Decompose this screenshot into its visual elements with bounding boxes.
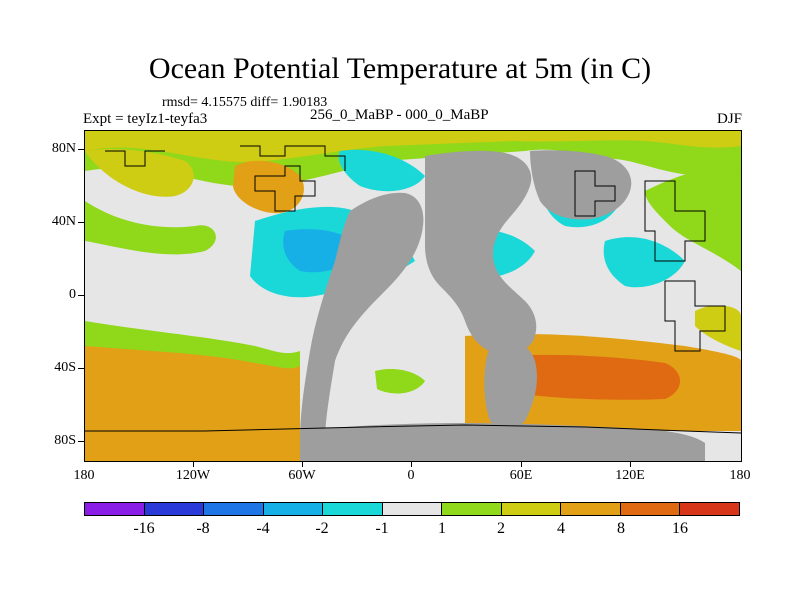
north-cyan: [338, 149, 425, 192]
x-tick-label-120e: 120E: [615, 468, 645, 483]
y-tick-label-40n: 40N: [51, 214, 76, 229]
x-tick-label-0: 0: [407, 468, 415, 483]
indian-ocean-dark-orange: [499, 354, 680, 400]
colorbar-segment: [680, 503, 740, 515]
north-atlantic-orange: [233, 160, 304, 214]
y-tick-mark: [78, 222, 84, 223]
colorbar-segment: [85, 503, 145, 515]
colorbar-segment: [323, 503, 383, 515]
temperature-map: [84, 130, 742, 462]
colorbar-label-neg8: -8: [196, 520, 210, 537]
colorbar: [84, 502, 740, 516]
map-svg: [85, 131, 741, 461]
colorbar-label-neg1: -1: [375, 520, 389, 537]
coastline-outline: [85, 145, 741, 434]
x-tick-mark: [630, 461, 631, 467]
y-tick-label-0: 0: [69, 287, 76, 302]
season-label: DJF: [716, 111, 742, 127]
colorbar-segment: [561, 503, 621, 515]
colorbar-label-16: 16: [672, 520, 688, 537]
x-tick-mark: [193, 461, 194, 467]
land-mass-south: [300, 423, 705, 461]
land-mass-africa: [484, 331, 537, 429]
x-tick-mark: [302, 461, 303, 467]
x-tick-label-180e: 180: [729, 468, 751, 483]
south-orange-band: [85, 346, 300, 461]
colorbar-segment: [501, 503, 562, 515]
colorbar-segment: [442, 503, 502, 515]
colorbar-segment: [620, 503, 681, 515]
colorbar-segment: [204, 503, 264, 515]
colorbar-label-neg16: -16: [133, 520, 155, 537]
x-tick-label-60w: 60W: [288, 468, 316, 483]
east-pacific-green: [645, 167, 741, 271]
colorbar-label-2: 2: [497, 520, 505, 537]
y-tick-label-80s: 80S: [54, 433, 76, 448]
stats-label: rmsd= 4.15575 diff= 1.90183: [162, 95, 328, 110]
x-tick-label-120w: 120W: [175, 468, 211, 483]
experiment-label: Expt = teyIz1-teyfa3: [83, 111, 208, 127]
south-atlantic-green: [375, 369, 425, 394]
colorbar-label-neg2: -2: [315, 520, 329, 537]
land-mass-west: [300, 192, 424, 441]
y-tick-mark: [78, 368, 84, 369]
y-tick-label-40s: 40S: [54, 360, 76, 375]
y-tick-label-80n: 80N: [51, 141, 76, 156]
plot-title: Ocean Potential Temperature at 5m (in C): [148, 52, 652, 85]
north-pacific-yellow: [85, 149, 194, 197]
pacific-yellow: [695, 305, 741, 351]
x-tick-label-180w: 180: [73, 468, 95, 483]
land-mass-east: [425, 150, 537, 355]
north-yellow-band: [85, 131, 741, 163]
colorbar-label-4: 4: [557, 520, 565, 537]
colorbar-segment: [382, 503, 443, 515]
colorbar-label-8: 8: [617, 520, 625, 537]
y-tick-mark: [78, 149, 84, 150]
colorbar-label-1: 1: [438, 520, 446, 537]
colorbar-label-neg4: -4: [256, 520, 270, 537]
x-tick-label-60e: 60E: [509, 468, 533, 483]
x-tick-mark: [411, 461, 412, 467]
equatorial-neutral: [85, 251, 255, 346]
x-tick-mark: [521, 461, 522, 467]
land-mass-asia: [530, 150, 632, 220]
y-tick-mark: [78, 295, 84, 296]
north-pacific-green: [85, 201, 216, 255]
colorbar-segment: [144, 503, 205, 515]
period-label: 256_0_MaBP - 000_0_MaBP: [310, 107, 489, 123]
y-tick-mark: [78, 441, 84, 442]
colorbar-segment: [263, 503, 324, 515]
pacific-cyan: [603, 237, 685, 288]
